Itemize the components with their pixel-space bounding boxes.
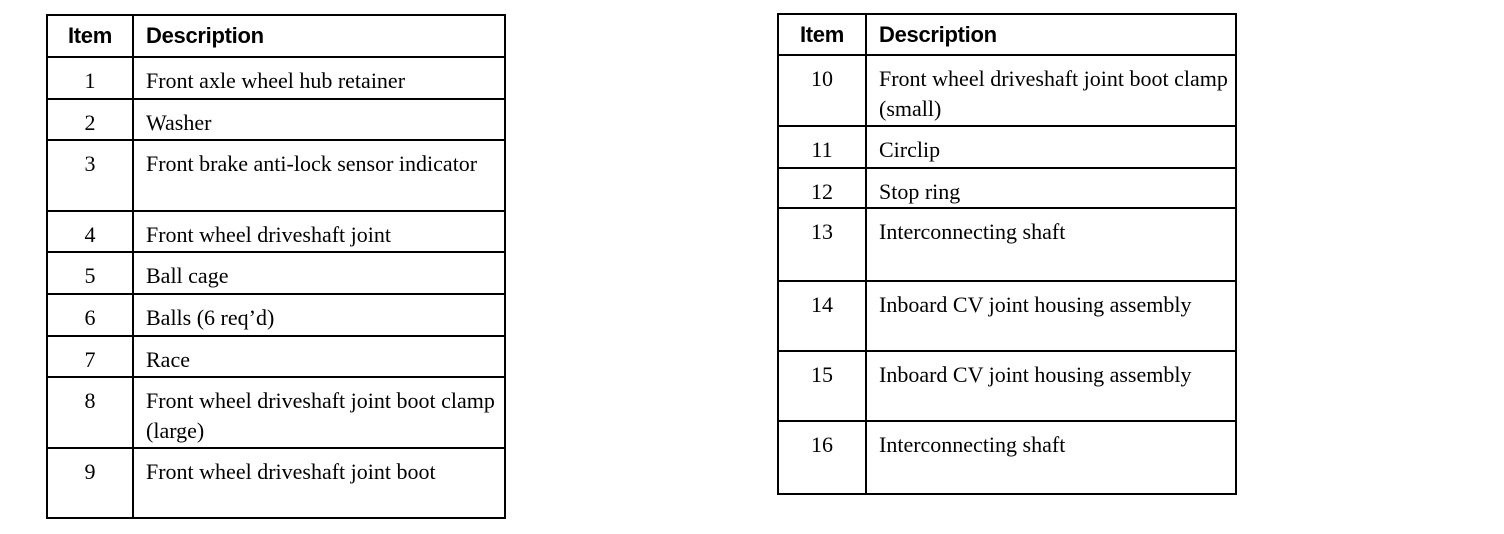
item-number: 8 bbox=[46, 376, 134, 449]
item-number: 10 bbox=[777, 54, 867, 127]
table-row: 4 Front wheel driveshaft joint bbox=[46, 210, 506, 253]
item-description: Front wheel driveshaft joint bbox=[132, 210, 506, 253]
table-row: 5 Ball cage bbox=[46, 251, 506, 295]
table-row: 14 Inboard CV joint housing assembly bbox=[777, 280, 1237, 352]
item-number: 5 bbox=[46, 251, 134, 295]
table-row: 11 Circlip bbox=[777, 125, 1237, 169]
item-number: 9 bbox=[46, 447, 134, 519]
table-row: 2 Washer bbox=[46, 98, 506, 141]
table-row: 15 Inboard CV joint housing assembly bbox=[777, 350, 1237, 422]
table-row: 1 Front axle wheel hub retainer bbox=[46, 56, 506, 100]
item-description: Circlip bbox=[865, 125, 1237, 169]
item-number: 2 bbox=[46, 98, 134, 141]
parts-table-right: Item Description 10 Front wheel driveshaf… bbox=[777, 13, 1237, 495]
item-column-header: Item bbox=[777, 13, 867, 56]
item-description: Race bbox=[132, 335, 506, 378]
item-column-header: Item bbox=[46, 14, 134, 58]
item-description: Front brake anti-lock sensor indicator bbox=[132, 139, 506, 212]
item-description: Inboard CV joint housing assembly bbox=[865, 350, 1237, 422]
item-description: Interconnecting shaft bbox=[865, 420, 1237, 495]
table-row: 10 Front wheel driveshaft joint boot clam… bbox=[777, 54, 1237, 127]
table-row: 6 Balls (6 req’d) bbox=[46, 293, 506, 337]
item-number: 16 bbox=[777, 420, 867, 495]
item-description: Front wheel driveshaft joint boot clamp … bbox=[132, 376, 506, 449]
item-description: Balls (6 req’d) bbox=[132, 293, 506, 337]
item-number: 6 bbox=[46, 293, 134, 337]
item-number: 1 bbox=[46, 56, 134, 100]
table-row: 16 Interconnecting shaft bbox=[777, 420, 1237, 495]
item-number: 3 bbox=[46, 139, 134, 212]
item-description: Front wheel driveshaft joint boot clamp … bbox=[865, 54, 1237, 127]
item-number: 4 bbox=[46, 210, 134, 253]
table-row: 12 Stop ring bbox=[777, 167, 1237, 209]
item-number: 7 bbox=[46, 335, 134, 378]
item-number: 12 bbox=[777, 167, 867, 209]
item-description: Ball cage bbox=[132, 251, 506, 295]
item-description: Inboard CV joint housing assembly bbox=[865, 280, 1237, 352]
parts-table-left: Item Description 1 Front axle wheel hub r… bbox=[46, 14, 506, 519]
item-number: 15 bbox=[777, 350, 867, 422]
item-description: Front wheel driveshaft joint boot bbox=[132, 447, 506, 519]
description-column-header: Description bbox=[865, 13, 1237, 56]
table-header-row: Item Description bbox=[777, 13, 1237, 56]
item-description: Stop ring bbox=[865, 167, 1237, 209]
item-number: 11 bbox=[777, 125, 867, 169]
item-number: 13 bbox=[777, 207, 867, 282]
table-row: 3 Front brake anti-lock sensor indicator bbox=[46, 139, 506, 212]
table-header-row: Item Description bbox=[46, 14, 506, 58]
table-row: 9 Front wheel driveshaft joint boot bbox=[46, 447, 506, 519]
table-row: 7 Race bbox=[46, 335, 506, 378]
item-description: Front axle wheel hub retainer bbox=[132, 56, 506, 100]
item-description: Washer bbox=[132, 98, 506, 141]
table-row: 8 Front wheel driveshaft joint boot clamp… bbox=[46, 376, 506, 449]
description-column-header: Description bbox=[132, 14, 506, 58]
item-description: Interconnecting shaft bbox=[865, 207, 1237, 282]
table-row: 13 Interconnecting shaft bbox=[777, 207, 1237, 282]
item-number: 14 bbox=[777, 280, 867, 352]
